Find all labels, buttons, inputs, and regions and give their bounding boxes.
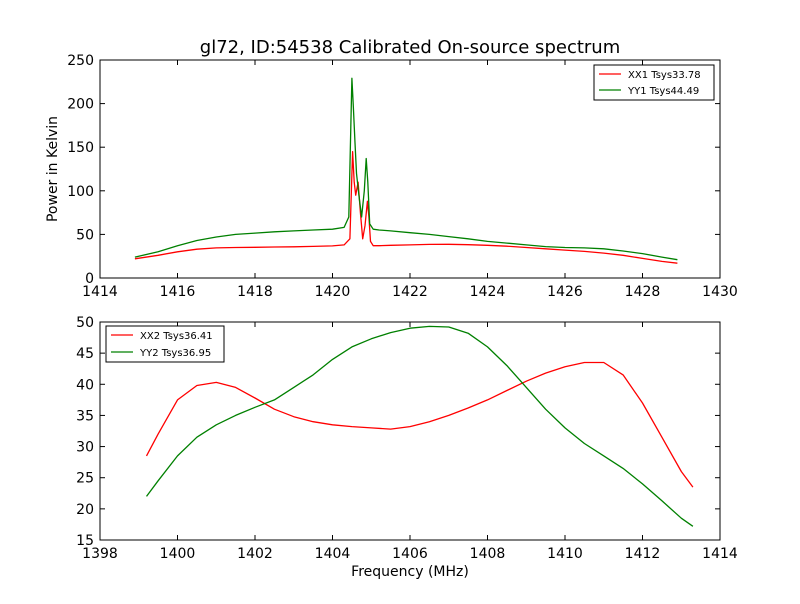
top-x-tick-label: 1426	[547, 284, 583, 300]
top-y-tick-label: 50	[76, 227, 94, 243]
bottom-x-tick-label: 1400	[160, 546, 196, 562]
top-series-line-0	[134, 150, 678, 264]
bottom-legend-box	[105, 325, 225, 363]
bottom-x-axis-label: Frequency (MHz)	[351, 564, 469, 580]
top-chart-panel: gl72, ID:54538 Calibrated On-source spec…	[45, 37, 738, 300]
top-y-axis-label: Power in Kelvin	[45, 116, 61, 222]
bottom-y-tick-label: 15	[76, 533, 94, 549]
bottom-x-tick-label: 1404	[315, 546, 351, 562]
top-x-tick-label: 1420	[315, 284, 351, 300]
legend-label-xx2: XX2 Tsys36.41	[140, 331, 213, 342]
bottom-series-line-1	[145, 325, 694, 527]
legend-label-yy1: YY1 Tsys44.49	[627, 86, 699, 97]
top-x-tick-label: 1416	[160, 284, 196, 300]
top-y-tick-label: 150	[67, 140, 94, 156]
bottom-y-tick-label: 30	[76, 440, 94, 456]
chart-title: gl72, ID:54538 Calibrated On-source spec…	[200, 37, 620, 58]
top-y-tick-label: 250	[67, 53, 94, 69]
bottom-x-tick-label: 1398	[82, 546, 118, 562]
bottom-y-tick-label: 45	[76, 346, 94, 362]
bottom-legend: XX2 Tsys36.41 YY2 Tsys36.95	[105, 325, 225, 363]
legend-label-yy2: YY2 Tsys36.95	[139, 348, 211, 359]
bottom-y-tick-label: 40	[76, 377, 94, 393]
bottom-x-tick-label: 1406	[392, 546, 428, 562]
bottom-chart-panel: Frequency (MHz) 1398 1400 1402 1404 1406 1408…	[76, 315, 738, 580]
bottom-x-tick-label: 1408	[470, 546, 506, 562]
bottom-y-tick-label: 35	[76, 408, 94, 424]
top-legend-box	[593, 64, 715, 101]
top-legend: XX1 Tsys33.78 YY1 Tsys44.49	[593, 64, 715, 101]
top-x-tick-label: 1430	[702, 284, 738, 300]
legend-label-xx1: XX1 Tsys33.78	[628, 70, 701, 81]
top-series-group	[134, 77, 678, 264]
top-series-line-1	[134, 77, 678, 261]
top-x-tick-label: 1422	[392, 284, 428, 300]
top-x-tick-label: 1428	[625, 284, 661, 300]
top-x-tick-label: 1418	[237, 284, 273, 300]
top-x-tick-label: 1414	[82, 284, 118, 300]
bottom-ticks-group: 1398 1400 1402 1404 1406 1408 1410 1412 1414 15 20…	[76, 315, 738, 562]
bottom-y-tick-label: 50	[76, 315, 94, 331]
top-x-tick-label: 1424	[470, 284, 506, 300]
top-ticks-group: 1414 1416 1418 1420 1422 1424 1426 1428 1430 0 50 1…	[67, 53, 738, 300]
top-y-tick-label: 100	[67, 184, 94, 200]
top-y-tick-label: 200	[67, 97, 94, 113]
bottom-x-tick-label: 1412	[625, 546, 661, 562]
bottom-series-group	[145, 325, 694, 527]
bottom-x-tick-label: 1402	[237, 546, 273, 562]
bottom-x-tick-label: 1414	[702, 546, 738, 562]
bottom-y-tick-label: 20	[76, 502, 94, 518]
bottom-x-tick-label: 1410	[547, 546, 583, 562]
bottom-y-tick-label: 25	[76, 471, 94, 487]
bottom-series-line-0	[145, 361, 694, 488]
top-y-tick-label: 0	[85, 271, 94, 287]
